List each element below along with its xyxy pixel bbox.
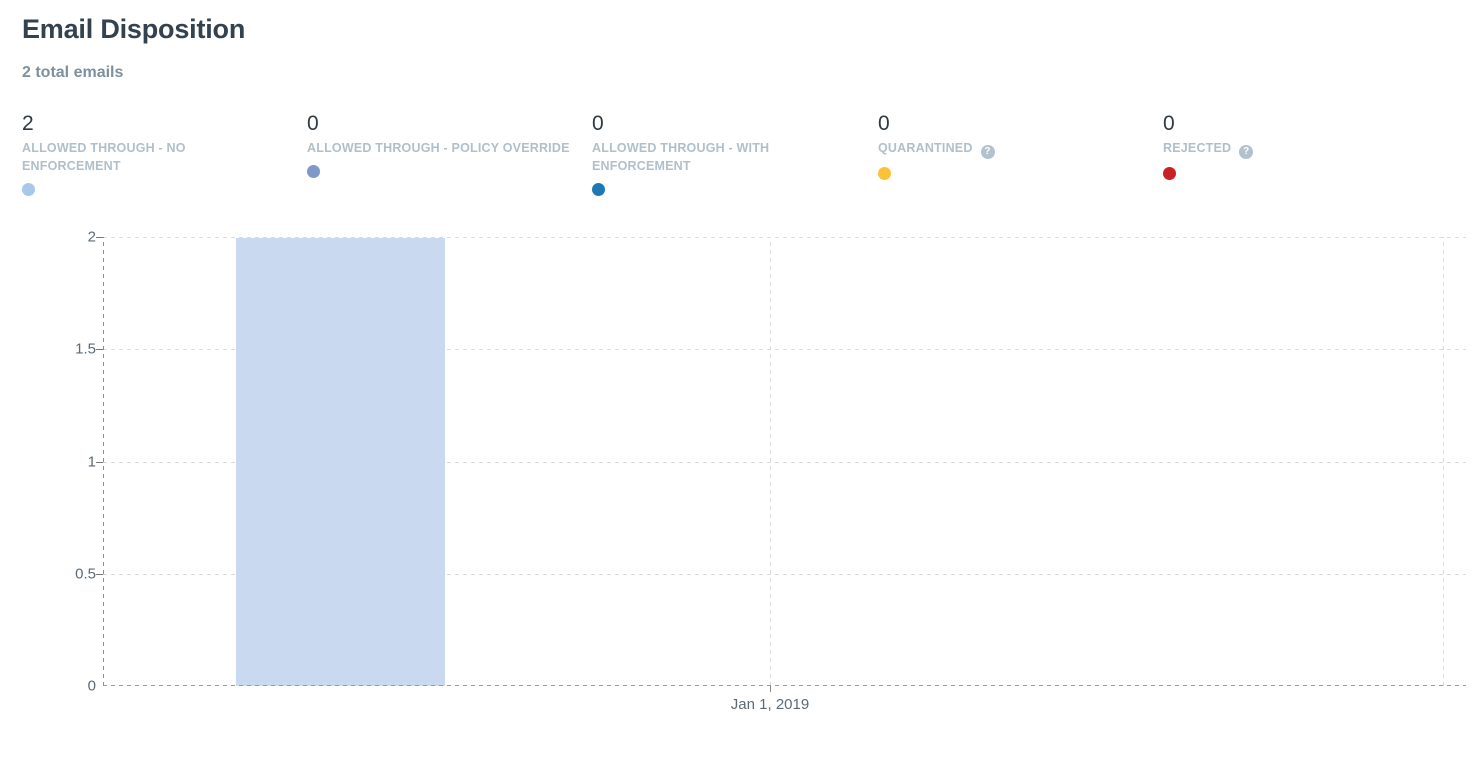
legend-label: ALLOWED THROUGH - POLICY OVERRIDE [307,141,570,155]
legend-color-dot [1163,167,1176,180]
bar-chart-plot-area: Jan 1, 2019 [96,237,1466,713]
legend-color-dot [307,165,320,178]
legend-label: REJECTED? [1163,139,1448,159]
legend-label: ENFORCEMENT [592,159,691,173]
legend-item-rejected[interactable]: 0 REJECTED? [1163,111,1448,180]
x-axis-line [103,685,1466,686]
x-tick-label: Jan 1, 2019 [730,696,810,713]
legend-label: ALLOWED THROUGH - WITH [592,141,770,155]
gridline-x-right-edge [1443,237,1444,686]
help-icon[interactable]: ? [1239,145,1254,159]
bar-allowed-no-enforcement[interactable] [236,238,445,686]
legend-item-allowed-policy-override[interactable]: 0 ALLOWED THROUGH - POLICY OVERRIDE [307,111,592,178]
y-tick [96,349,103,351]
legend-item-quarantined[interactable]: 0 QUARANTINED? [878,111,1163,180]
y-tick-label: 1.5 [75,340,96,358]
legend-label: ENFORCEMENT [22,159,121,173]
legend-count: 2 [22,112,34,135]
legend-count: 0 [878,112,890,135]
legend-label-text: QUARANTINED [878,141,973,155]
total-emails-subtitle: 2 total emails [22,64,124,81]
legend-count: 0 [307,112,319,135]
legend-count: 0 [1163,112,1175,135]
legend-color-dot [878,167,891,180]
legend-item-allowed-no-enforcement[interactable]: 2 ALLOWED THROUGH - NO ENFORCEMENT [22,111,307,196]
y-tick-label: 0 [87,677,96,695]
y-tick-label: 0.5 [75,565,96,583]
y-tick [96,573,103,575]
legend-label: QUARANTINED? [878,139,1163,159]
legend-color-dot [22,183,35,196]
gridline-y1 [103,461,1466,463]
disposition-legend: 2 ALLOWED THROUGH - NO ENFORCEMENT 0 ALL… [22,111,1462,211]
gridline-y2 [103,237,1466,238]
y-axis-labels: 2 1.5 1 0.5 0 [0,229,96,695]
gridline-x-jan1 [770,237,771,686]
x-tick-jan1 [770,686,771,692]
y-tick-label: 1 [87,453,96,470]
legend-label: ALLOWED THROUGH - NO [22,141,186,155]
y-axis-line [103,237,104,686]
legend-count: 0 [592,112,604,135]
legend-color-dot [592,183,605,196]
y-tick [96,461,103,463]
page-title: Email Disposition [22,14,246,44]
legend-item-allowed-with-enforcement[interactable]: 0 ALLOWED THROUGH - WITH ENFORCEMENT [592,111,877,196]
legend-label-text: REJECTED [1163,141,1232,155]
help-icon[interactable]: ? [980,145,995,159]
gridline-y0-5 [103,573,1466,575]
y-tick [96,237,103,238]
gridline-y1-5 [103,349,1466,351]
y-tick-label: 2 [87,228,96,246]
